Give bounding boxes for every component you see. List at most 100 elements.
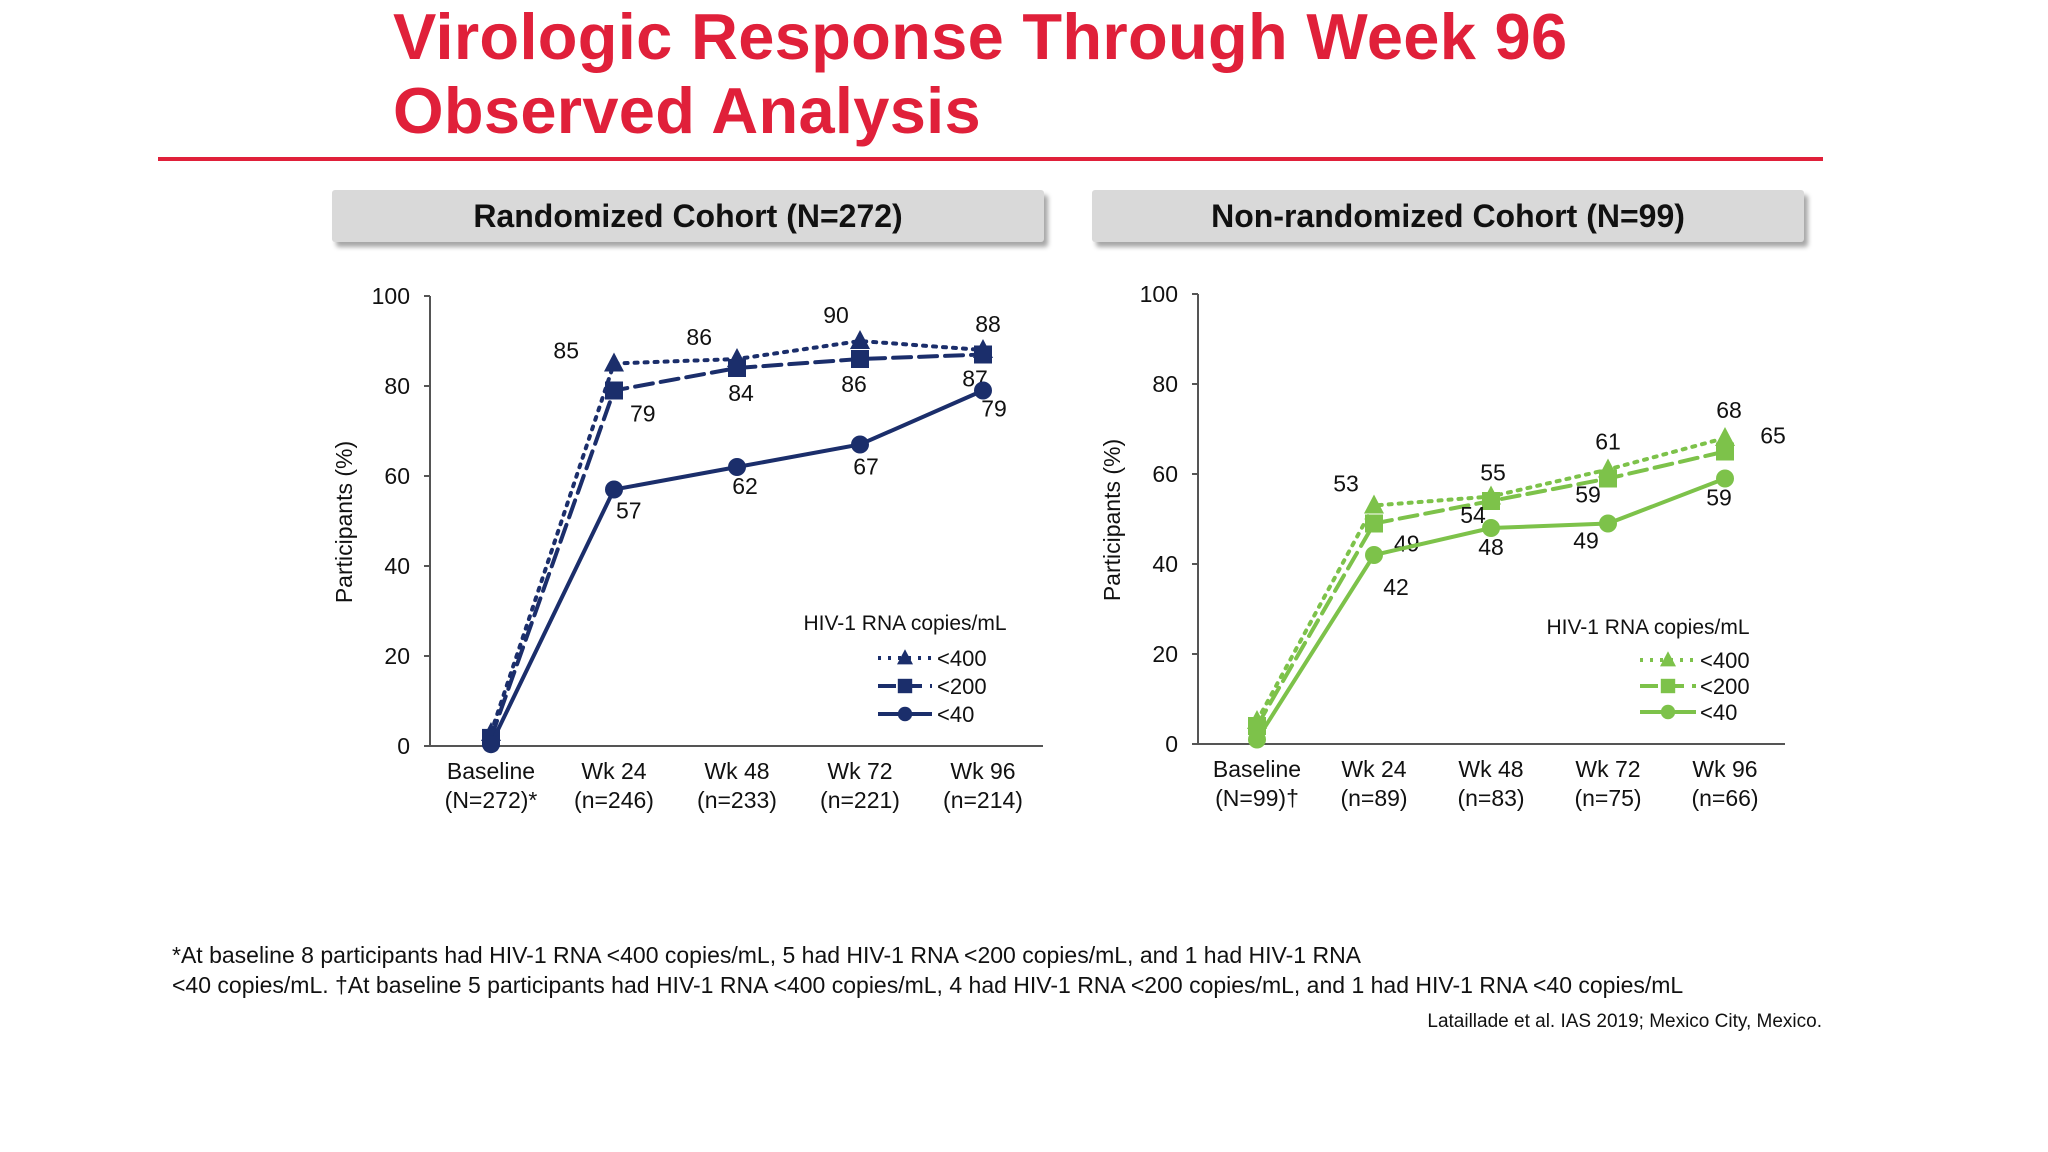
data-point-circle [1599, 514, 1617, 533]
nonrandomized-cohort-header: Non-randomized Cohort (N=99) [1092, 190, 1804, 242]
data-point-square [1599, 469, 1617, 488]
slide-title-line2: Observed Analysis [393, 74, 981, 147]
footnote: *At baseline 8 participants had HIV-1 RN… [172, 940, 1683, 1000]
slide-title: Virologic Response Through Week 96 Obser… [393, 0, 1567, 148]
citation: Lataillade et al. IAS 2019; Mexico City,… [1427, 1011, 1822, 1032]
y-tick-label: 60 [384, 463, 410, 489]
legend-label: <40 [937, 702, 974, 727]
legend-title: HIV-1 RNA copies/mL [803, 612, 1006, 635]
chart-1: 0 20 40 60 80 100 Participants (%) Baseline (N=9… [1099, 281, 1786, 811]
data-label: 49 [1573, 528, 1599, 554]
x-tick-sublabel: (n=75) [1574, 785, 1641, 811]
legend-label: <200 [1700, 674, 1750, 699]
x-tick-label: Wk 96 [1692, 756, 1757, 782]
x-tick-sublabel: (N=99)† [1215, 785, 1299, 811]
x-tick-label: Wk 24 [1341, 756, 1406, 782]
data-point-square [605, 381, 623, 400]
data-label: 84 [728, 380, 754, 406]
data-point-square [1365, 514, 1383, 533]
data-label: 85 [553, 338, 579, 364]
x-tick-sublabel: (n=214) [943, 787, 1023, 813]
data-point-circle [1248, 730, 1266, 749]
data-point-circle [482, 735, 500, 754]
data-point-circle [1482, 519, 1500, 537]
data-label: 86 [686, 324, 712, 350]
y-tick-label: 0 [1165, 731, 1178, 757]
data-point-triangle [850, 330, 870, 349]
x-tick-label: Baseline [447, 758, 535, 784]
y-tick-label: 100 [372, 283, 410, 309]
x-tick-label: Wk 24 [581, 758, 646, 784]
data-point-triangle [604, 352, 624, 372]
legend-marker-square [1660, 678, 1676, 694]
footnote-line2: <40 copies/mL. †At baseline 5 participan… [172, 972, 1684, 998]
data-label: 68 [1716, 397, 1742, 423]
y-tick-label: 40 [1152, 551, 1178, 577]
x-tick-sublabel: (N=272)* [445, 787, 538, 813]
x-tick-sublabel: (n=233) [697, 787, 777, 813]
legend-marker-triangle [1660, 651, 1676, 667]
y-tick-label: 60 [1152, 461, 1178, 487]
x-tick-sublabel: (n=221) [820, 787, 900, 813]
data-point-triangle [1364, 494, 1384, 514]
randomized-cohort-header: Randomized Cohort (N=272) [332, 190, 1044, 242]
data-point-triangle [1715, 427, 1735, 446]
x-tick-sublabel: (n=83) [1457, 785, 1524, 811]
data-label: 42 [1383, 574, 1409, 600]
chart-0: 0 20 40 60 80 100 Participants (%) Baseline (N=2… [331, 283, 1043, 813]
legend-label: <40 [1700, 700, 1737, 725]
y-tick-label: 40 [384, 553, 410, 579]
y-tick-label: 0 [397, 733, 410, 759]
x-tick-label: Wk 48 [704, 758, 769, 784]
data-label: 53 [1333, 471, 1359, 497]
legend-label: <200 [937, 674, 987, 699]
x-tick-label: Baseline [1213, 756, 1301, 782]
slide-title-line1: Virologic Response Through Week 96 [393, 0, 1568, 73]
y-tick-label: 100 [1140, 281, 1178, 307]
data-label: 62 [732, 473, 758, 499]
data-label: 90 [823, 302, 849, 328]
footnote-line1: *At baseline 8 participants had HIV-1 RN… [172, 942, 1362, 968]
y-tick-label: 80 [384, 373, 410, 399]
data-point-circle [728, 458, 746, 476]
data-label: 54 [1460, 502, 1486, 528]
x-tick-label: Wk 72 [1575, 756, 1640, 782]
x-tick-sublabel: (n=246) [574, 787, 654, 813]
data-label: 79 [981, 396, 1007, 422]
data-label: 86 [841, 371, 867, 397]
data-label: 67 [853, 454, 879, 480]
legend-label: <400 [1700, 648, 1750, 673]
x-tick-label: Wk 48 [1458, 756, 1523, 782]
x-tick-label: Wk 72 [827, 758, 892, 784]
legend-marker-circle [1660, 704, 1676, 720]
data-label: 88 [975, 311, 1001, 337]
data-point-square [728, 359, 746, 377]
data-point-square [851, 350, 869, 368]
legend-label: <400 [937, 646, 987, 671]
legend-marker-triangle [897, 649, 913, 665]
x-tick-sublabel: (n=89) [1340, 785, 1407, 811]
data-label: 59 [1575, 482, 1601, 508]
y-axis-label: Participants (%) [1099, 439, 1125, 601]
data-label: 79 [630, 401, 656, 427]
x-tick-sublabel: (n=66) [1691, 785, 1758, 811]
legend-title: HIV-1 RNA copies/mL [1546, 616, 1749, 639]
data-point-circle [1365, 546, 1383, 564]
data-point-circle [851, 435, 869, 454]
legend-marker-circle [897, 706, 913, 722]
data-point-circle [605, 480, 623, 499]
data-point-circle [1716, 469, 1734, 488]
data-point-square [1482, 492, 1500, 510]
data-label: 48 [1478, 534, 1504, 560]
y-tick-label: 20 [384, 643, 410, 669]
data-label: 55 [1480, 460, 1506, 486]
y-tick-label: 20 [1152, 641, 1178, 667]
legend-marker-square [897, 678, 913, 694]
data-label: 61 [1595, 429, 1621, 455]
data-point-square [974, 345, 992, 364]
data-point-circle [974, 381, 992, 400]
x-tick-label: Wk 96 [950, 758, 1015, 784]
data-label: 65 [1760, 423, 1786, 449]
data-label: 57 [616, 498, 642, 524]
